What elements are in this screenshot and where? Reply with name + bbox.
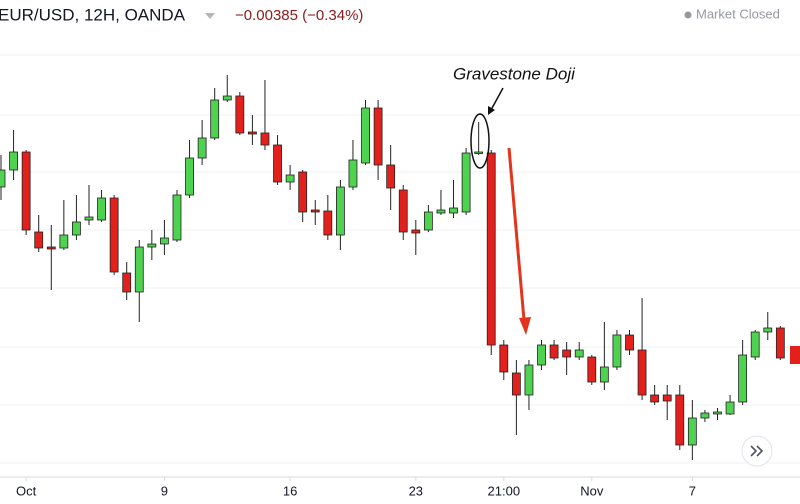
candle-body — [738, 354, 748, 403]
x-tick-label: Nov — [580, 483, 604, 498]
candle-body — [97, 197, 106, 221]
candle-body — [549, 344, 559, 359]
candle-body — [625, 334, 634, 351]
grid — [0, 54, 800, 464]
candle-body — [260, 132, 270, 146]
x-tick-label: Oct — [16, 483, 37, 498]
candle-body — [675, 394, 685, 446]
candle-body — [612, 334, 622, 368]
trend-arrowhead — [519, 317, 531, 335]
candle-body — [46, 246, 56, 250]
candle-body — [298, 171, 308, 213]
candle-body — [9, 151, 18, 171]
annotation: Gravestone Doji — [453, 64, 576, 83]
trend-arrow — [507, 147, 526, 321]
candle-body — [235, 95, 245, 134]
annotation-ellipse — [470, 113, 490, 169]
candle-body — [637, 349, 647, 396]
candle-body — [335, 186, 345, 236]
symbol-title[interactable]: EUR/USD, 12H, OANDA — [0, 5, 186, 24]
candle-body — [750, 331, 760, 358]
candle-body — [687, 417, 697, 446]
candle-body — [486, 152, 496, 346]
candle-body — [172, 194, 182, 241]
x-tick-label: 16 — [283, 483, 297, 498]
candle-body — [72, 221, 81, 236]
candle-body — [285, 174, 295, 183]
candle-body — [511, 372, 521, 396]
candle-body — [574, 349, 584, 358]
candle-body — [449, 207, 458, 214]
time-axis: Oct 9 16 23 21:00 Nov 7 — [16, 477, 696, 498]
candle-body — [436, 209, 446, 214]
candle-body — [650, 394, 660, 403]
candle-body — [247, 131, 257, 135]
candle-body — [725, 401, 735, 415]
candle-body — [713, 411, 722, 415]
x-tick-label: 7 — [689, 483, 696, 498]
candle-body — [499, 344, 509, 373]
market-status: Market Closed — [696, 6, 780, 21]
candle-body — [763, 327, 773, 333]
annotation-arrowhead — [488, 106, 495, 115]
candle-body — [0, 169, 6, 188]
annotation-arrow — [490, 87, 504, 111]
candle-body — [109, 197, 119, 273]
candle-body — [411, 229, 421, 234]
candle-body — [34, 231, 44, 249]
candle-body — [222, 95, 232, 101]
candle-body — [587, 356, 597, 383]
candle-body — [134, 246, 144, 293]
candles — [0, 75, 785, 460]
candle-body — [273, 144, 282, 183]
price-change: −0.00385 (−0.34%) — [235, 7, 363, 24]
candle-body — [423, 211, 433, 231]
candle-body — [21, 151, 31, 231]
candle-body — [59, 234, 69, 249]
price-tag — [790, 346, 800, 364]
scroll-icon[interactable] — [750, 445, 764, 457]
dropdown-icon[interactable] — [205, 13, 215, 19]
x-tick-label: 21:00 — [488, 483, 521, 498]
candle-body — [662, 394, 672, 402]
status-dot — [684, 11, 692, 19]
candle-body — [700, 412, 710, 419]
candle-body — [524, 364, 534, 396]
candle-body — [361, 107, 370, 164]
header-bg — [0, 0, 800, 30]
candle-body — [84, 216, 94, 221]
candle-body — [197, 137, 207, 159]
candle-body — [398, 189, 408, 233]
candle-body — [348, 159, 358, 188]
candle-body — [461, 152, 471, 213]
candle-body — [373, 107, 383, 166]
candle-body — [160, 237, 169, 245]
candle-body — [775, 327, 785, 359]
candle-body — [562, 349, 572, 358]
candle-body — [122, 272, 132, 293]
candle-body — [310, 209, 320, 213]
candle-body — [537, 344, 546, 366]
candle-body — [386, 164, 396, 189]
candle-body — [323, 210, 333, 236]
candle-body — [474, 151, 484, 154]
candle-body — [210, 99, 220, 139]
x-tick-label: 23 — [409, 483, 423, 498]
candle-body — [185, 157, 194, 196]
x-tick-label: 9 — [161, 483, 168, 498]
candle-body — [599, 366, 609, 383]
candle-body — [147, 243, 157, 248]
